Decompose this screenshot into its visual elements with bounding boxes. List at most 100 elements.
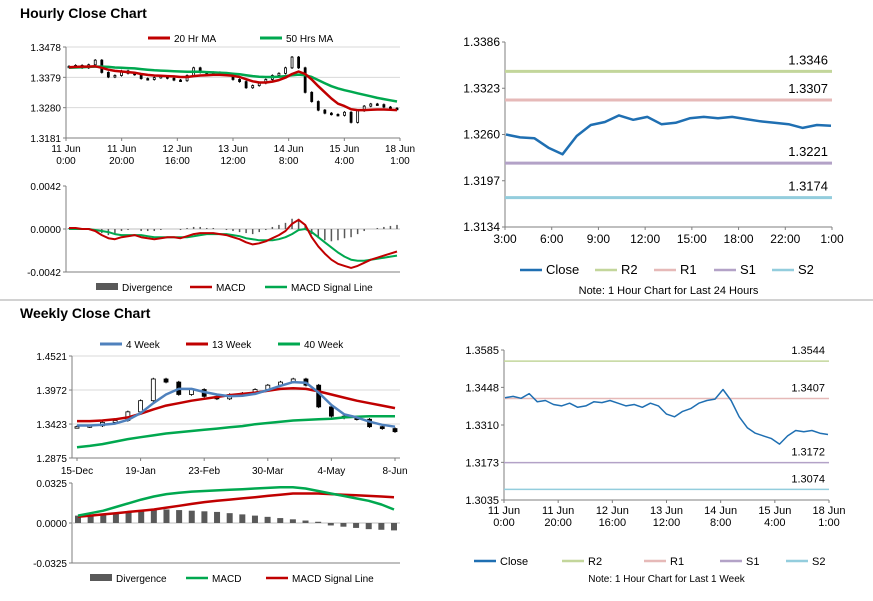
legend-swatch <box>90 574 112 581</box>
divergence-bar <box>112 513 119 523</box>
legend-label: R2 <box>621 262 638 277</box>
legend-label: R1 <box>680 262 697 277</box>
weekly-price-candle <box>316 384 322 408</box>
x-tick-label: 8:00 <box>710 517 731 529</box>
y-tick-label: 1.3478 <box>30 43 61 54</box>
divergence-bar <box>264 516 271 523</box>
legend-label: Divergence <box>116 574 167 585</box>
divergence-bar <box>100 514 107 523</box>
chart-note: Note: 1 Hour Chart for Last 1 Week <box>588 574 746 585</box>
x-tick-label: 23-Feb <box>188 466 220 477</box>
y-tick-label: 1.3323 <box>463 81 500 95</box>
weekly-price-candle <box>150 378 156 402</box>
divergence-bar <box>150 509 157 523</box>
hourly-section-title: Hourly Close Chart <box>20 5 147 21</box>
divergence-bar <box>391 523 397 531</box>
hourly-price-candle <box>316 101 320 111</box>
x-tick-label: 8:00 <box>279 156 299 167</box>
y-tick-label: 1.3173 <box>465 457 499 469</box>
hourly-price-candle <box>303 67 307 93</box>
x-tick-label: 13 Jun <box>218 144 248 155</box>
level-label-r2: 1.3544 <box>791 345 825 357</box>
x-tick-label: 11 Jun <box>542 505 574 517</box>
hourly-price-candle <box>152 77 156 80</box>
y-tick-label: 1.4521 <box>36 352 67 363</box>
hourly-price-candle <box>277 72 281 76</box>
hourly-price-candle <box>349 111 353 123</box>
x-tick-label: 20:00 <box>109 156 134 167</box>
series-weekly-macd <box>77 486 395 517</box>
x-tick-label: 3:00 <box>493 232 517 246</box>
y-tick-label: 0.0000 <box>36 519 67 530</box>
y-tick-label: 1.3448 <box>465 382 499 394</box>
x-tick-label: 0:00 <box>493 517 514 529</box>
legend-label: MACD Signal Line <box>292 574 374 585</box>
level-label-s2: 1.3074 <box>791 473 825 485</box>
legend-label: Divergence <box>122 283 173 294</box>
level-label-s2: 1.3174 <box>788 179 828 194</box>
hourly-price-candle <box>106 72 110 78</box>
x-tick-label: 20:00 <box>544 517 572 529</box>
divergence-bar <box>251 515 258 523</box>
x-tick-label: 12:00 <box>630 232 660 246</box>
x-tick-label: 14 Jun <box>274 144 304 155</box>
y-tick-label: 1.3197 <box>463 174 500 188</box>
x-tick-label: 18 Jun <box>385 144 415 155</box>
hourly-price-candle <box>369 103 373 107</box>
series-40-week <box>76 414 395 449</box>
x-tick-label: 11 Jun <box>107 144 136 155</box>
x-tick-label: 11 Jun <box>488 505 520 517</box>
x-tick-label: 4:00 <box>764 517 785 529</box>
x-tick-label: 15 Jun <box>329 144 359 155</box>
divergence-bar <box>125 511 132 523</box>
y-tick-label: 1.3035 <box>465 495 499 507</box>
chart-note: Note: 1 Hour Chart for Last 24 Hours <box>579 285 759 297</box>
divergence-bar <box>340 523 347 527</box>
level-label-r1: 1.3407 <box>791 383 825 395</box>
series-close <box>504 388 829 445</box>
y-tick-label: 1.3386 <box>463 35 500 49</box>
hourly-price-candle <box>382 104 386 108</box>
x-tick-label: 12 Jun <box>596 505 629 517</box>
divergence-bar <box>327 523 334 526</box>
hourly-price-candle <box>290 56 294 69</box>
legend-label: MACD <box>216 283 245 294</box>
x-tick-label: 16:00 <box>599 517 627 529</box>
series-50hr-ma <box>68 65 398 103</box>
x-tick-label: 15-Dec <box>61 466 93 477</box>
divergence-bar <box>239 514 246 523</box>
divergence-bar <box>289 519 296 523</box>
divergence-bar <box>138 510 145 523</box>
y-tick-label: 1.3585 <box>465 345 499 357</box>
y-tick-label: 1.3972 <box>36 386 67 397</box>
y-tick-label: 1.3181 <box>30 134 61 145</box>
legend-label: Close <box>500 556 528 568</box>
series-hourly-macd <box>69 218 398 269</box>
legend-label: 20 Hr MA <box>174 34 217 45</box>
level-label-s1: 1.3172 <box>791 447 825 459</box>
x-tick-label: 19-Jan <box>125 466 156 477</box>
x-tick-label: 15 Jun <box>758 505 791 517</box>
series-20hr-ma <box>68 65 398 112</box>
x-tick-label: 12 Jun <box>162 144 192 155</box>
x-tick-label: 14 Jun <box>704 505 737 517</box>
series-hourly-macd-signal <box>69 228 398 262</box>
x-tick-label: 1:00 <box>390 156 410 167</box>
y-tick-label: 0.0325 <box>36 479 67 490</box>
divergence-bar <box>365 523 372 530</box>
divergence-bar <box>176 510 183 523</box>
y-tick-label: 1.3134 <box>463 220 500 234</box>
legend-label: 40 Week <box>304 340 344 351</box>
x-tick-label: 6:00 <box>540 232 564 246</box>
x-tick-label: 4:00 <box>335 156 355 167</box>
x-tick-label: 9:00 <box>587 232 611 246</box>
hourly-price-candle <box>343 111 346 116</box>
x-tick-label: 12:00 <box>220 156 245 167</box>
legend-label: S1 <box>740 262 756 277</box>
legend-label: MACD Signal Line <box>291 283 373 294</box>
x-tick-label: 18 Jun <box>812 505 845 517</box>
x-tick-label: 15:00 <box>677 232 707 246</box>
legend-swatch <box>96 283 118 290</box>
divergence-bar <box>163 509 170 523</box>
hourly-price-candle <box>356 110 360 123</box>
